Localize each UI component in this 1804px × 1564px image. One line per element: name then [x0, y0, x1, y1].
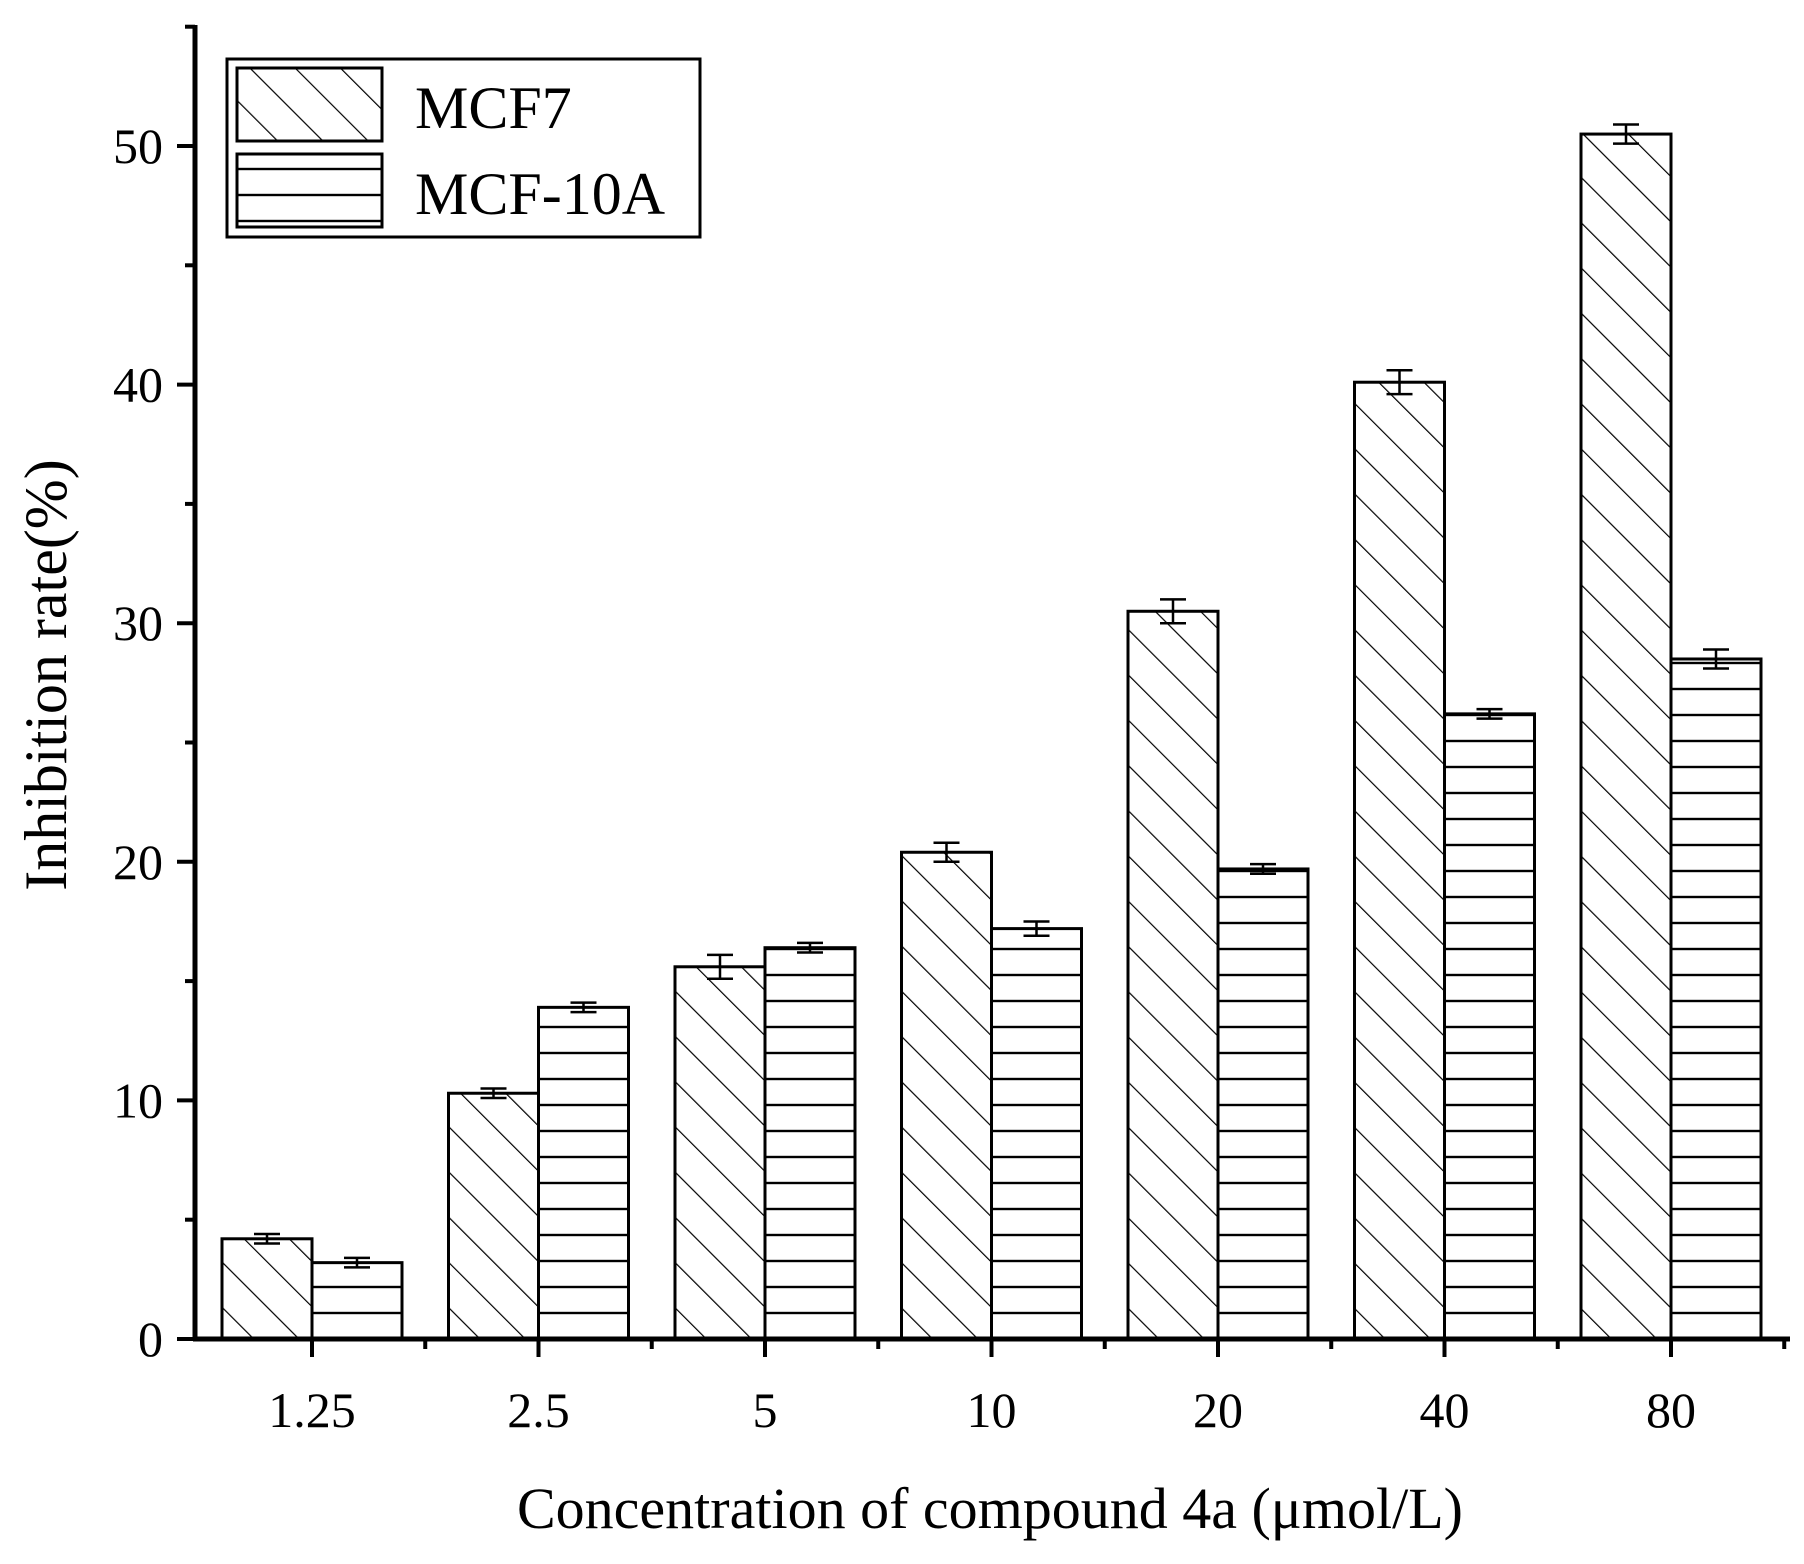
bar-mcf7-5	[673, 965, 767, 1341]
y-ticks: 0 10 20 30 40 50	[113, 24, 195, 1367]
y-tick-label: 30	[113, 595, 163, 651]
y-tick-label: 50	[113, 118, 163, 174]
bar-mcf-10a-10	[990, 927, 1083, 1341]
x-tick-label: 80	[1646, 1382, 1696, 1438]
legend-swatch-mcf7	[235, 66, 384, 143]
legend-swatch-mcf-10a	[235, 152, 384, 229]
plot-area: 0 10 20 30 40 50 1.25 2.5 5 10 20 40 80	[113, 24, 1790, 1438]
bar-mcf-10a-2.5	[537, 1005, 630, 1341]
x-tick-label: 10	[967, 1382, 1017, 1438]
legend-label-mcf7: MCF7	[415, 75, 572, 141]
bars	[220, 132, 1763, 1341]
x-tick-label: 1.25	[268, 1382, 356, 1438]
bar-mcf7-1.25	[220, 1237, 314, 1341]
bar-mcf-10a-40	[1443, 712, 1536, 1341]
x-tick-label: 5	[753, 1382, 778, 1438]
y-tick-label: 0	[138, 1311, 163, 1367]
bar-mcf-10a-1.25	[310, 1261, 404, 1341]
x-tick-label: 40	[1420, 1382, 1470, 1438]
bar-mcf7-10	[900, 850, 993, 1341]
bar-mcf-10a-20	[1216, 867, 1310, 1341]
x-tick-label: 20	[1193, 1382, 1243, 1438]
bar-mcf-10a-80	[1669, 657, 1763, 1341]
legend-label-mcf-10a: MCF-10A	[415, 161, 665, 227]
bar-mcf7-80	[1579, 132, 1673, 1341]
y-tick-label: 40	[113, 357, 163, 413]
x-ticks: 1.25 2.5 5 10 20 40 80	[268, 1339, 1787, 1438]
y-axis-label: Inhibition rate(%)	[13, 459, 79, 891]
bar-mcf7-20	[1126, 609, 1220, 1341]
bar-mcf7-2.5	[447, 1091, 540, 1341]
error-bars	[254, 123, 1729, 1269]
y-tick-label: 10	[113, 1072, 163, 1128]
bar-mcf7-40	[1353, 380, 1446, 1341]
x-axis-label: Concentration of compound 4a (μmol/L)	[517, 1476, 1463, 1541]
bar-mcf-10a-5	[763, 946, 857, 1341]
legend: MCF7 MCF-10A	[225, 57, 702, 239]
x-tick-label: 2.5	[507, 1382, 570, 1438]
y-tick-label: 20	[113, 834, 163, 890]
